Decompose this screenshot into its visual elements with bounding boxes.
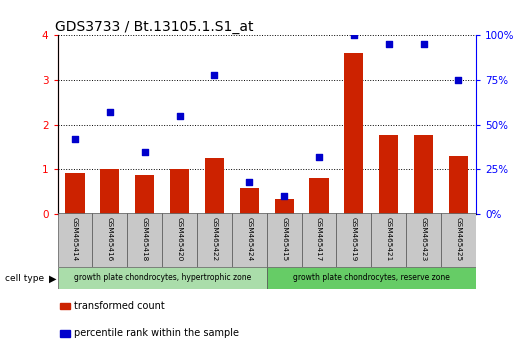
Text: growth plate chondrocytes, hypertrophic zone: growth plate chondrocytes, hypertrophic … (74, 273, 251, 282)
Point (280, 193, 288, 199)
Point (350, 33, 358, 38)
Text: GSM465414: GSM465414 (72, 217, 78, 261)
Text: ▶: ▶ (49, 274, 56, 284)
Text: GSM465424: GSM465424 (246, 217, 252, 261)
Bar (65, 173, 85, 214)
Bar (58, 213, 93, 267)
Text: GSM465425: GSM465425 (456, 217, 461, 261)
Bar (344, 53, 363, 214)
Point (210, 72, 219, 78)
Bar (414, 135, 433, 214)
Point (245, 179, 254, 185)
Text: growth plate chondrocytes, reserve zone: growth plate chondrocytes, reserve zone (293, 273, 450, 282)
Bar (406, 213, 441, 267)
Point (71, 136, 79, 142)
Point (175, 113, 184, 119)
Point (106, 109, 114, 115)
Bar (336, 213, 371, 267)
Text: GSM465417: GSM465417 (316, 217, 322, 261)
Point (384, 41, 393, 47)
Bar (205, 158, 224, 214)
Bar (379, 135, 399, 214)
Bar (135, 175, 154, 214)
Bar (232, 213, 267, 267)
Bar (170, 170, 189, 214)
Text: cell type: cell type (5, 274, 44, 283)
Text: GSM465423: GSM465423 (420, 217, 427, 261)
Bar (240, 188, 259, 214)
Text: GSM465419: GSM465419 (351, 217, 357, 261)
Text: GSM465416: GSM465416 (107, 217, 113, 261)
Point (419, 41, 428, 47)
Text: GSM465422: GSM465422 (211, 217, 218, 261)
Text: GSM465421: GSM465421 (386, 217, 392, 261)
Text: transformed count: transformed count (74, 301, 165, 311)
Bar (302, 213, 336, 267)
Text: GSM465415: GSM465415 (281, 217, 287, 261)
Text: GSM465420: GSM465420 (177, 217, 183, 261)
Bar (100, 170, 119, 214)
Bar (275, 199, 294, 214)
Point (141, 149, 149, 154)
Bar (58, 267, 267, 289)
Bar (310, 178, 328, 214)
Bar (267, 213, 302, 267)
Bar (197, 213, 232, 267)
Text: GSM465418: GSM465418 (142, 217, 147, 261)
Bar (449, 156, 468, 214)
Text: GDS3733 / Bt.13105.1.S1_at: GDS3733 / Bt.13105.1.S1_at (55, 21, 254, 34)
Point (454, 77, 463, 83)
Bar (93, 213, 127, 267)
Bar (127, 213, 162, 267)
Bar (441, 213, 476, 267)
Bar (371, 213, 406, 267)
Text: percentile rank within the sample: percentile rank within the sample (74, 329, 238, 338)
Bar (267, 267, 476, 289)
Bar (162, 213, 197, 267)
Point (315, 154, 323, 160)
